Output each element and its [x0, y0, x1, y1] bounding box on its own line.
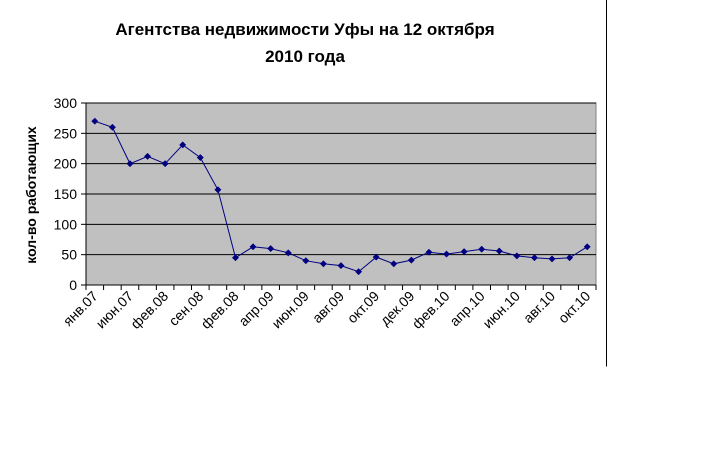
data-point — [108, 123, 116, 131]
data-point — [126, 160, 134, 168]
data-point — [231, 254, 240, 262]
data-point — [442, 250, 451, 258]
data-point — [407, 256, 415, 264]
series-points-layer — [91, 117, 591, 276]
x-tick-label: фев.08 — [127, 288, 171, 332]
y-tick-label: 50 — [61, 247, 77, 263]
y-tick-label: 200 — [54, 156, 78, 172]
y-tick-label: 300 — [54, 95, 78, 111]
data-point — [478, 245, 486, 253]
data-point — [355, 268, 363, 276]
data-point — [143, 152, 152, 160]
axes — [81, 102, 597, 290]
data-point — [530, 254, 539, 262]
chart-area: Агентства недвижимости Уфы на 12 октября… — [23, 0, 607, 367]
x-tick-label: авг.09 — [309, 288, 347, 326]
y-tick-label: 150 — [54, 186, 78, 202]
data-point — [267, 245, 275, 253]
x-tick-label: фев.10 — [409, 288, 453, 332]
x-tick-label: июн.09 — [268, 288, 312, 332]
data-point — [214, 186, 222, 194]
y-tick-label: 250 — [54, 125, 78, 141]
data-point — [249, 243, 257, 251]
x-tick-label: фев.08 — [198, 288, 242, 332]
data-point — [460, 248, 468, 256]
data-point — [302, 257, 310, 265]
chart-title: Агентства недвижимости Уфы на 12 октября… — [60, 16, 550, 70]
x-tick-label: июн.07 — [93, 288, 137, 332]
x-tick-label: окт.09 — [344, 288, 383, 327]
data-point — [548, 255, 556, 263]
data-point — [390, 260, 398, 268]
y-tick-label: 100 — [54, 216, 78, 232]
data-point — [513, 252, 521, 260]
y-tick-label: 0 — [69, 277, 77, 293]
chart-title-line-2: 2010 года — [265, 47, 345, 66]
data-point — [337, 262, 345, 270]
data-point — [319, 260, 327, 268]
x-tick-label: июн.10 — [479, 288, 523, 332]
data-point — [425, 248, 433, 256]
x-tick-label: окт.10 — [555, 288, 594, 327]
data-point — [161, 160, 169, 168]
chart-title-line-1: Агентства недвижимости Уфы на 12 октября — [115, 20, 495, 39]
data-point — [495, 247, 503, 255]
x-tick-label: авг.10 — [520, 288, 558, 326]
data-point — [179, 141, 187, 149]
data-point — [583, 243, 591, 251]
y-axis-title: кол-во работающих — [23, 126, 39, 264]
data-point — [284, 249, 292, 257]
data-point — [372, 253, 380, 261]
line-chart: 050100150200250300янв.07июн.07фев.08сен.… — [23, 95, 597, 332]
data-point — [196, 154, 204, 162]
data-point — [91, 117, 99, 125]
data-point — [566, 254, 574, 262]
